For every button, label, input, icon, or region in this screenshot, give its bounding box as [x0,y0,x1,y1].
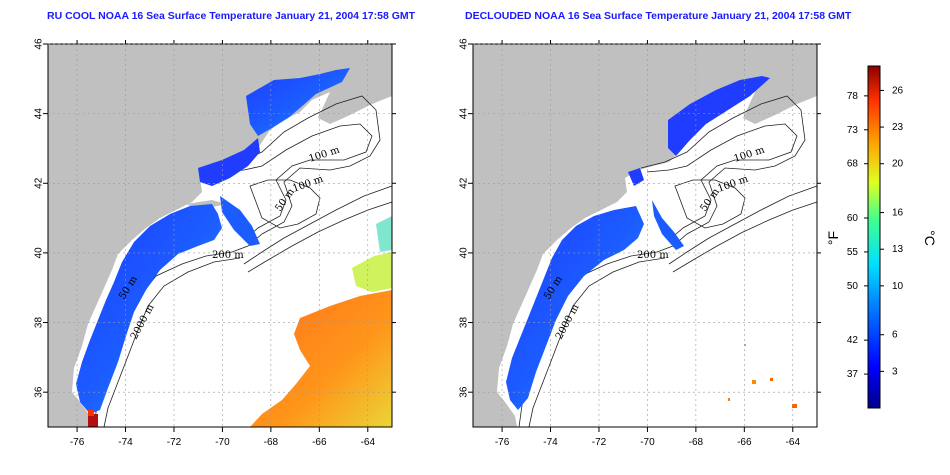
right-lat-tick-label: 40 [459,247,470,259]
left-map-panel [47,43,393,428]
right-land [473,44,817,427]
right-lon-tick-label: -64 [786,437,801,448]
right-lon-tick-label: -68 [689,437,704,448]
left-sst-gulfstream [250,216,392,427]
left-lon-tick-label: -64 [361,437,376,448]
right-map-panel [472,43,818,428]
left-sst-coastal [76,68,350,427]
fahrenheit-tick-label: 73 [847,125,859,136]
fahrenheit-tick-label: 60 [847,213,859,224]
left-lon-tick-label: -66 [312,437,327,448]
fahrenheit-tick-label: 50 [847,281,859,292]
left-lon-tick-label: -68 [264,437,279,448]
colorbar [867,65,881,409]
celsius-tick-label: 23 [892,122,904,133]
celsius-tick-label: 16 [892,208,904,219]
right-nova-scotia [743,62,817,124]
left-lat-tick-label: 38 [34,317,45,329]
fahrenheit-tick-label: 55 [847,247,859,258]
colorbar-scale [867,65,881,409]
left-lon-tick-label: -70 [215,437,230,448]
fahrenheit-tick-label: 78 [847,91,859,102]
right-lon-tick-label: -76 [495,437,510,448]
left-lon-tick-label: -74 [118,437,133,448]
celsius-tick-label: 10 [892,281,904,292]
right-lon-tick-label: -70 [640,437,655,448]
left-contour-label: 200 m [212,250,244,261]
fahrenheit-tick-label: 37 [847,369,859,380]
left-lat-tick-label: 36 [34,386,45,398]
right-lat-tick-label: 42 [459,177,470,189]
fahrenheit-tick-label: 42 [847,335,859,346]
right-sst-scatter [728,344,797,408]
left-lat-tick-label: 40 [34,247,45,259]
left-map-title: RU COOL NOAA 16 Sea Surface Temperature … [47,10,416,22]
right-lat-tick-label: 38 [459,317,470,329]
right-lon-tick-label: -72 [592,437,607,448]
celsius-tick-label: 26 [892,85,904,96]
fahrenheit-axis-label: °F [825,231,841,245]
left-land [48,44,392,427]
left-lon-tick-label: -76 [70,437,85,448]
right-map-title: DECLOUDED NOAA 16 Sea Surface Temperatur… [465,10,852,22]
celsius-tick-label: 13 [892,244,904,255]
right-lat-tick-label: 36 [459,386,470,398]
right-lon-tick-label: -66 [737,437,752,448]
right-lat-tick-label: 44 [459,108,470,120]
celsius-axis-label: °C [922,230,938,246]
fahrenheit-tick-label: 68 [847,159,859,170]
right-contour-label: 200 m [637,250,669,261]
left-lon-tick-label: -72 [167,437,182,448]
celsius-tick-label: 6 [892,330,898,341]
left-lat-tick-label: 44 [34,108,45,120]
right-lon-tick-label: -74 [543,437,558,448]
left-nova-scotia [318,62,392,124]
left-lat-tick-label: 46 [34,38,45,50]
right-lat-tick-label: 46 [459,38,470,50]
celsius-tick-label: 20 [892,159,904,170]
left-lat-tick-label: 42 [34,177,45,189]
celsius-tick-label: 3 [892,366,898,377]
